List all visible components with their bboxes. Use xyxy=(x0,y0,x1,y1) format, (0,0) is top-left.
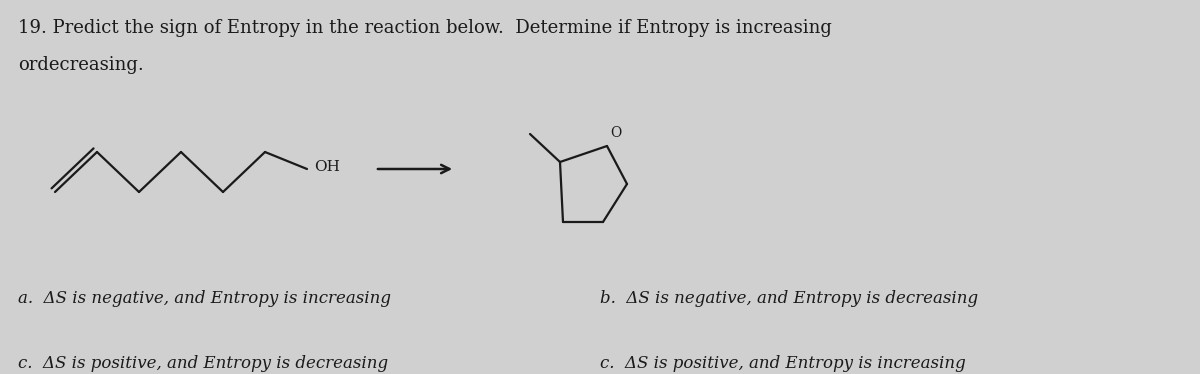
Text: O: O xyxy=(610,126,622,140)
Text: ordecreasing.: ordecreasing. xyxy=(18,56,144,74)
Text: b.  ΔS is negative, and Entropy is decreasing: b. ΔS is negative, and Entropy is decrea… xyxy=(600,290,978,307)
Text: c.  ΔS is positive, and Entropy is decreasing: c. ΔS is positive, and Entropy is decrea… xyxy=(18,355,388,372)
Text: a.  ΔS is negative, and Entropy is increasing: a. ΔS is negative, and Entropy is increa… xyxy=(18,290,391,307)
Text: 19. Predict the sign of Entropy in the reaction below.  Determine if Entropy is : 19. Predict the sign of Entropy in the r… xyxy=(18,19,832,37)
Text: OH: OH xyxy=(314,160,340,174)
Text: c.  ΔS is positive, and Entropy is increasing: c. ΔS is positive, and Entropy is increa… xyxy=(600,355,966,372)
